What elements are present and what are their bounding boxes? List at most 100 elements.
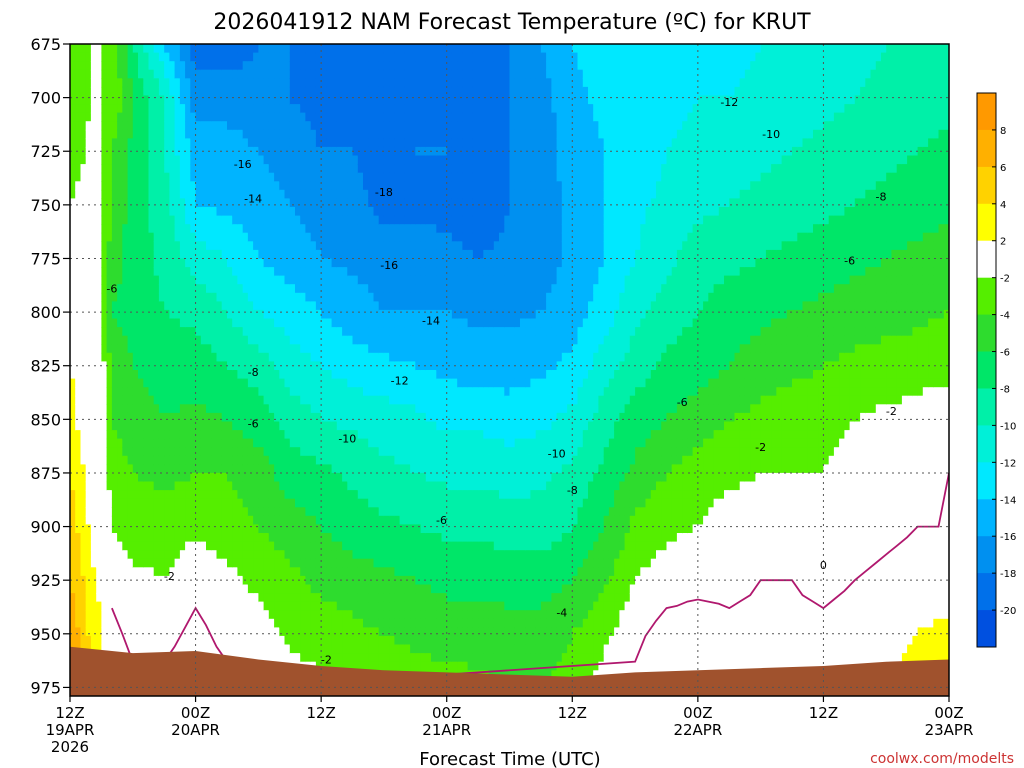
field-cell <box>227 507 233 517</box>
field-cell <box>326 121 333 131</box>
field-cell <box>378 387 385 397</box>
field-cell <box>158 164 165 174</box>
field-cell <box>117 421 123 431</box>
field-cell <box>122 558 129 568</box>
field-cell <box>185 301 191 311</box>
field-cell <box>200 378 207 388</box>
field-cell <box>263 181 270 191</box>
field-cell <box>111 224 118 234</box>
field-cell <box>315 361 322 371</box>
field-cell <box>127 138 134 148</box>
field-cell <box>263 112 270 122</box>
field-cell <box>289 490 296 500</box>
field-cell <box>289 52 296 62</box>
field-cell <box>185 198 191 208</box>
field-cell <box>357 327 364 337</box>
field-cell <box>143 155 150 165</box>
field-cell <box>117 618 123 629</box>
field-cell <box>174 567 181 577</box>
field-cell <box>106 335 113 345</box>
field-cell <box>138 618 144 629</box>
field-cell <box>378 95 385 105</box>
field-cell <box>221 232 228 242</box>
field-cell <box>232 155 239 165</box>
field-cell <box>300 610 307 620</box>
field-cell <box>300 490 307 500</box>
field-cell <box>295 412 301 423</box>
field-cell <box>352 189 359 200</box>
field-cell <box>200 267 207 277</box>
field-cell <box>310 490 317 500</box>
field-cell <box>253 412 259 423</box>
field-cell <box>179 387 186 397</box>
field-cell <box>258 558 265 568</box>
field-cell <box>232 309 239 320</box>
field-cell <box>143 541 150 551</box>
field-cell <box>310 215 317 225</box>
field-cell <box>216 404 223 414</box>
field-cell <box>378 181 385 191</box>
field-cell <box>206 164 212 174</box>
field-cell <box>242 464 249 474</box>
field-cell <box>289 224 296 234</box>
field-cell <box>263 189 270 200</box>
field-cell <box>96 412 103 423</box>
field-cell <box>258 610 265 620</box>
field-cell <box>331 258 338 268</box>
field-cell <box>295 515 301 526</box>
field-cell <box>90 593 97 603</box>
field-cell <box>378 327 385 337</box>
field-cell <box>211 258 218 268</box>
field-cell <box>321 361 327 371</box>
field-cell <box>237 472 244 483</box>
field-cell <box>169 344 176 354</box>
field-cell <box>70 292 76 303</box>
field-cell <box>190 189 197 200</box>
field-cell <box>148 215 155 225</box>
field-cell <box>132 558 139 568</box>
field-cell <box>404 138 411 148</box>
field-cell <box>122 275 129 285</box>
field-cell <box>357 284 364 294</box>
field-cell <box>164 241 171 251</box>
field-cell <box>326 138 333 148</box>
field-cell <box>227 430 233 440</box>
field-cell <box>368 627 375 637</box>
field-cell <box>268 172 275 182</box>
field-cell <box>216 78 223 88</box>
field-cell <box>96 327 103 337</box>
field-cell <box>232 104 239 114</box>
field-cell <box>310 61 317 71</box>
field-cell <box>347 189 354 200</box>
field-cell <box>368 541 375 551</box>
field-cell <box>258 515 265 526</box>
field-cell <box>195 498 202 508</box>
field-cell <box>289 644 296 654</box>
field-cell <box>389 121 396 131</box>
field-cell <box>315 627 322 637</box>
field-cell <box>373 601 380 611</box>
field-cell <box>373 550 380 560</box>
field-cell <box>263 515 270 526</box>
field-cell <box>227 327 233 337</box>
field-cell <box>368 558 375 568</box>
field-cell <box>368 618 375 629</box>
field-cell <box>127 507 134 517</box>
field-cell <box>326 387 333 397</box>
field-cell <box>399 515 406 526</box>
field-cell <box>258 164 265 174</box>
field-cell <box>310 507 317 517</box>
field-cell <box>357 224 364 234</box>
field-cell <box>336 550 343 560</box>
field-cell <box>179 215 186 225</box>
field-cell <box>347 558 354 568</box>
field-cell <box>138 284 144 294</box>
field-cell <box>190 327 197 337</box>
field-cell <box>300 267 307 277</box>
field-cell <box>331 653 338 663</box>
field-cell <box>404 635 411 646</box>
field-cell <box>232 249 239 260</box>
field-cell <box>242 95 249 105</box>
field-cell <box>195 618 202 629</box>
field-cell <box>274 515 280 526</box>
